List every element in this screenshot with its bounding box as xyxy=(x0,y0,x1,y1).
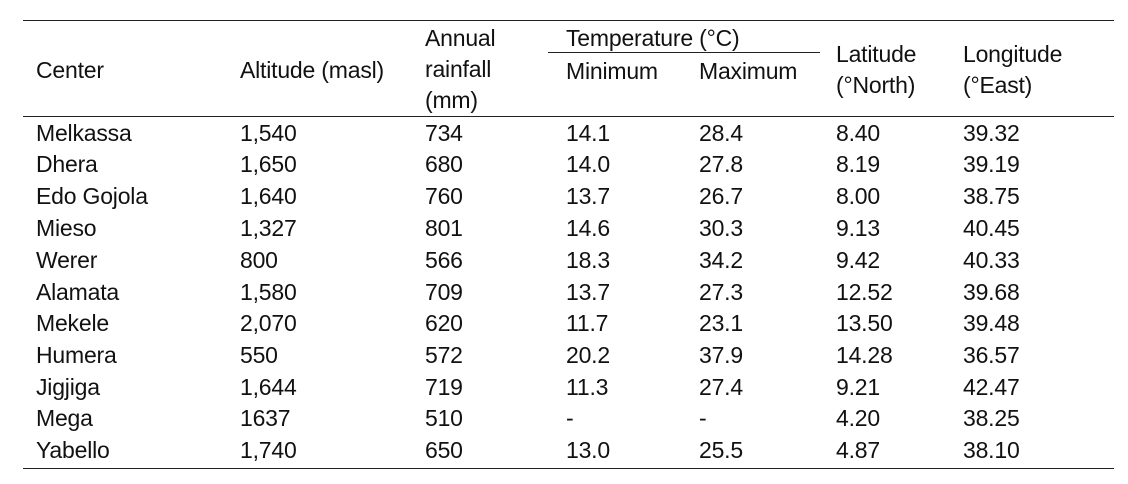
cell-rainfall: 566 xyxy=(425,247,463,273)
cell-altitude: 550 xyxy=(240,342,278,368)
cell-longitude: 38.10 xyxy=(963,437,1020,463)
header-longitude-line-2: (°East) xyxy=(963,72,1033,98)
cell-center: Dhera xyxy=(36,151,98,177)
cell-temp-min: 11.3 xyxy=(566,374,609,400)
cell-latitude: 4.87 xyxy=(836,437,880,463)
cell-longitude: 38.25 xyxy=(963,405,1020,431)
cell-center: Mega xyxy=(36,405,93,431)
cell-altitude: 1,540 xyxy=(240,120,297,146)
temperature-group-rule xyxy=(548,52,820,53)
header-longitude-line-1: Longitude xyxy=(963,41,1063,67)
cell-center: Mekele xyxy=(36,310,109,336)
cell-rainfall: 709 xyxy=(425,279,463,305)
cell-altitude: 1,640 xyxy=(240,183,297,209)
cell-longitude: 39.32 xyxy=(963,120,1020,146)
cell-latitude: 8.40 xyxy=(836,120,880,146)
header-temperature: Temperature (°C) xyxy=(566,25,740,51)
header-rainfall-line-1: Annual xyxy=(425,25,496,51)
cell-longitude: 39.68 xyxy=(963,279,1020,305)
cell-temp-max: 26.7 xyxy=(699,183,743,209)
cell-latitude: 14.28 xyxy=(836,342,893,368)
cell-center: Alamata xyxy=(36,279,119,305)
cell-longitude: 42.47 xyxy=(963,374,1020,400)
table-top-rule xyxy=(23,20,1114,21)
cell-temp-max: 23.1 xyxy=(699,310,743,336)
cell-latitude: 12.52 xyxy=(836,279,893,305)
cell-longitude: 39.19 xyxy=(963,151,1020,177)
cell-latitude: 8.00 xyxy=(836,183,880,209)
cell-longitude: 39.48 xyxy=(963,310,1020,336)
cell-latitude: 9.21 xyxy=(836,374,880,400)
header-bottom-rule xyxy=(23,116,1114,117)
header-center: Center xyxy=(36,57,104,83)
cell-altitude: 1,650 xyxy=(240,151,297,177)
header-maximum: Maximum xyxy=(699,58,798,84)
cell-center: Edo Gojola xyxy=(36,183,148,209)
cell-temp-max: - xyxy=(699,405,707,431)
header-minimum: Minimum xyxy=(566,58,658,84)
cell-temp-min: 14.0 xyxy=(566,151,610,177)
cell-latitude: 4.20 xyxy=(836,405,880,431)
cell-longitude: 40.45 xyxy=(963,215,1020,241)
cell-longitude: 38.75 xyxy=(963,183,1020,209)
cell-rainfall: 760 xyxy=(425,183,463,209)
cell-longitude: 40.33 xyxy=(963,247,1020,273)
cell-rainfall: 680 xyxy=(425,151,463,177)
cell-altitude: 800 xyxy=(240,247,278,273)
cell-temp-min: 13.7 xyxy=(566,183,610,209)
cell-latitude: 9.42 xyxy=(836,247,880,273)
cell-temp-max: 27.4 xyxy=(699,374,743,400)
cell-temp-min: 20.2 xyxy=(566,342,610,368)
header-altitude: Altitude (masl) xyxy=(240,57,384,83)
cell-altitude: 1,327 xyxy=(240,215,297,241)
header-rainfall-line-2: rainfall xyxy=(425,56,492,82)
cell-altitude: 1,644 xyxy=(240,374,297,400)
cell-latitude: 9.13 xyxy=(836,215,880,241)
cell-altitude: 1637 xyxy=(240,405,291,431)
cell-temp-min: 11.7 xyxy=(566,310,609,336)
header-latitude-line-2: (°North) xyxy=(836,72,916,98)
cell-temp-min: 14.1 xyxy=(566,120,610,146)
cell-center: Mieso xyxy=(36,215,97,241)
cell-rainfall: 801 xyxy=(425,215,463,241)
cell-temp-max: 28.4 xyxy=(699,120,743,146)
cell-altitude: 2,070 xyxy=(240,310,297,336)
cell-temp-min: 14.6 xyxy=(566,215,610,241)
cell-temp-max: 27.8 xyxy=(699,151,743,177)
table-bottom-rule xyxy=(23,468,1114,469)
cell-altitude: 1,580 xyxy=(240,279,297,305)
cell-altitude: 1,740 xyxy=(240,437,297,463)
cell-temp-max: 25.5 xyxy=(699,437,743,463)
cell-temp-min: 18.3 xyxy=(566,247,610,273)
cell-center: Humera xyxy=(36,342,117,368)
cell-temp-max: 27.3 xyxy=(699,279,743,305)
cell-rainfall: 572 xyxy=(425,342,463,368)
cell-center: Yabello xyxy=(36,437,110,463)
cell-center: Jigjiga xyxy=(36,374,100,400)
cell-temp-max: 34.2 xyxy=(699,247,743,273)
cell-center: Werer xyxy=(36,247,98,273)
cell-rainfall: 620 xyxy=(425,310,463,336)
header-rainfall-line-3: (mm) xyxy=(425,87,478,113)
cell-temp-min: 13.7 xyxy=(566,279,610,305)
cell-rainfall: 650 xyxy=(425,437,463,463)
header-latitude-line-1: Latitude xyxy=(836,41,917,67)
cell-rainfall: 510 xyxy=(425,405,463,431)
cell-longitude: 36.57 xyxy=(963,342,1020,368)
cell-center: Melkassa xyxy=(36,120,132,146)
cell-rainfall: 734 xyxy=(425,120,463,146)
cell-latitude: 8.19 xyxy=(836,151,880,177)
cell-temp-max: 37.9 xyxy=(699,342,743,368)
cell-latitude: 13.50 xyxy=(836,310,893,336)
cell-rainfall: 719 xyxy=(425,374,463,400)
cell-temp-min: 13.0 xyxy=(566,437,610,463)
cell-temp-min: - xyxy=(566,405,574,431)
cell-temp-max: 30.3 xyxy=(699,215,743,241)
